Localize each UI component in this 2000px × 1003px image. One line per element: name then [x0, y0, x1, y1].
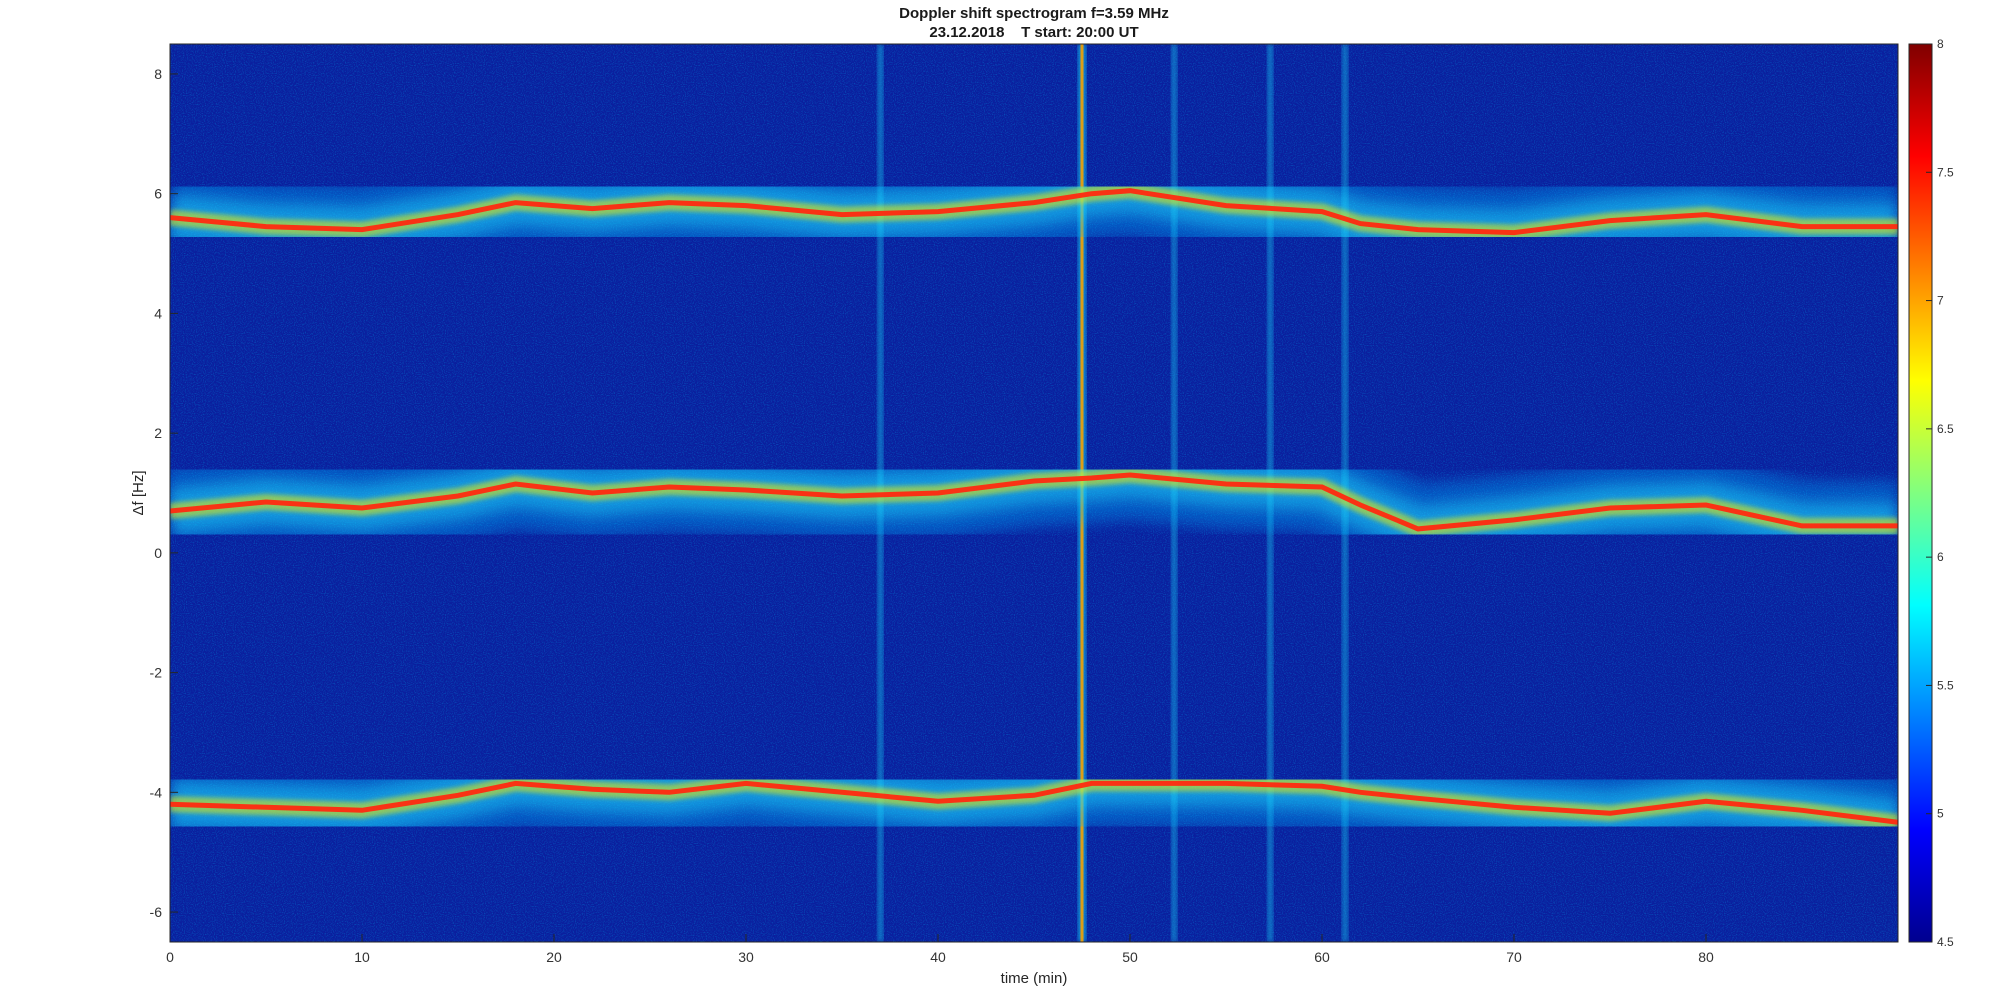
signal-trace [170, 472, 1898, 532]
x-tick-label: 70 [1506, 949, 1522, 965]
colorbar-tick-label: 7.5 [1937, 165, 1954, 179]
x-tick-label: 60 [1314, 949, 1330, 965]
y-tick-label: -4 [150, 784, 163, 800]
colorbar-ticks: 4.5 5 5.5 6 6.5 7 7.5 8 [1926, 37, 1954, 949]
y-tick-label: -2 [150, 665, 163, 681]
x-axis-label: time (min) [1001, 970, 1068, 987]
x-tick-label: 10 [354, 949, 370, 965]
y-tick-label: 6 [154, 186, 162, 202]
x-tick-label: 20 [546, 949, 562, 965]
signal-trace [170, 188, 1898, 236]
x-axis: 0 10 20 30 40 50 60 70 80 [166, 934, 1714, 965]
x-tick-label: 40 [930, 949, 946, 965]
x-tick-label: 0 [166, 949, 174, 965]
y-tick-label: 4 [154, 305, 162, 321]
signal-trace [170, 780, 1898, 825]
y-axis-label: Δf [Hz] [130, 470, 147, 515]
signal-bands [170, 145, 1898, 867]
plot-frame [169, 43, 1899, 943]
colorbar-tick-label: 5 [1937, 807, 1944, 821]
y-tick-label: 8 [154, 66, 162, 82]
y-tick-label: 2 [154, 425, 162, 441]
x-tick-label: 80 [1698, 949, 1714, 965]
colorbar-tick-label: 7 [1937, 294, 1944, 308]
y-tick-label: -6 [150, 904, 163, 920]
colorbar-tick-label: 6 [1937, 550, 1944, 564]
x-tick-label: 50 [1122, 949, 1138, 965]
y-tick-label: 0 [154, 545, 162, 561]
chart-subtitle: 23.12.2018 T start: 20:00 UT [929, 24, 1138, 41]
chart-title: Doppler shift spectrogram f=3.59 MHz [899, 5, 1169, 22]
x-tick-label: 30 [738, 949, 754, 965]
colorbar-tick-label: 4.5 [1937, 935, 1954, 949]
colorbar [1908, 43, 1933, 943]
colorbar-tick-label: 5.5 [1937, 678, 1954, 692]
colorbar-tick-label: 6.5 [1937, 422, 1954, 436]
colorbar-tick-label: 8 [1937, 37, 1944, 51]
y-axis: -6 -4 -2 0 2 4 6 8 [150, 66, 178, 920]
